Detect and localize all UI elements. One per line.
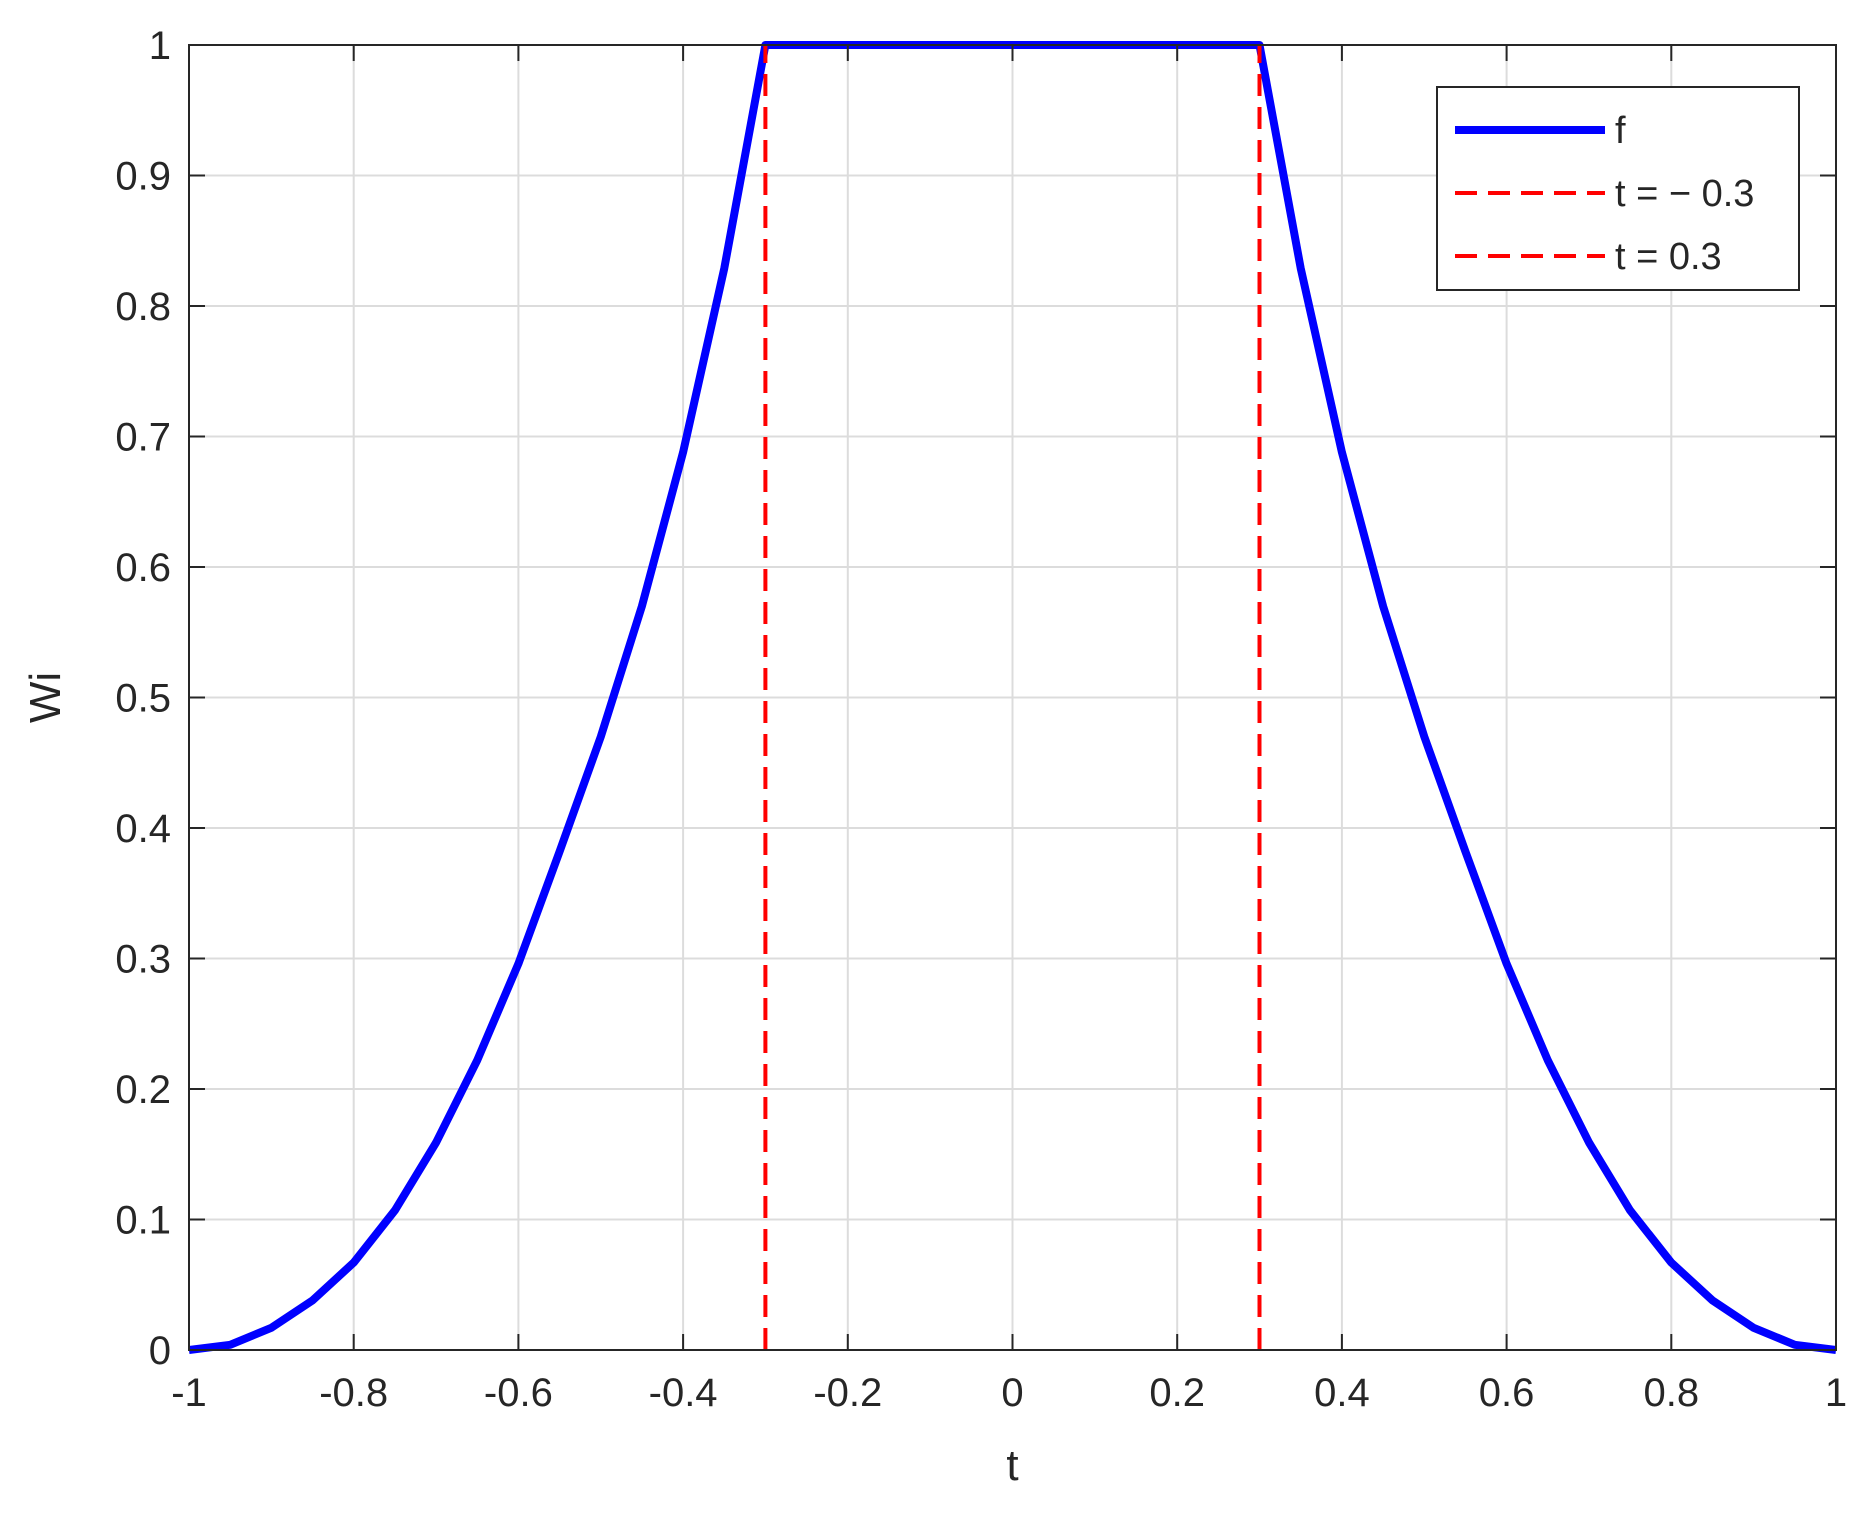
y-tick-label: 0 (149, 1329, 171, 1373)
y-tick-label: 0.2 (115, 1068, 171, 1112)
x-tick-label: 0.6 (1479, 1371, 1535, 1415)
x-tick-label: -0.8 (319, 1371, 388, 1415)
x-tick-label: -0.4 (649, 1371, 718, 1415)
y-tick-label: 0.1 (115, 1199, 171, 1243)
axis-ticks: -1 -0.8 -0.6 -0.4 -0.2 0 0.2 0.4 0.6 0.8 1 0 0.1 0.2 0… (115, 24, 1847, 1415)
x-tick-label: 0.4 (1314, 1371, 1370, 1415)
y-tick-label: 0.6 (115, 546, 171, 590)
x-tick-label: 0.8 (1643, 1371, 1699, 1415)
y-tick-label: 0.8 (115, 285, 171, 329)
y-tick-label: 1 (149, 24, 171, 68)
legend-label: f (1615, 110, 1626, 152)
x-tick-label: -1 (171, 1371, 207, 1415)
legend-label: t = 0.3 (1615, 236, 1722, 278)
y-tick-label: 0.7 (115, 416, 171, 460)
legend-label: t = − 0.3 (1615, 173, 1754, 215)
y-tick-label: 0.5 (115, 677, 171, 721)
x-tick-label: 0 (1001, 1371, 1023, 1415)
y-tick-label: 0.3 (115, 938, 171, 982)
x-tick-label: -0.6 (484, 1371, 553, 1415)
y-axis-label: Wi (21, 672, 70, 723)
y-tick-label: 0.9 (115, 155, 171, 199)
x-tick-label: -0.2 (813, 1371, 882, 1415)
x-tick-label: 0.2 (1149, 1371, 1205, 1415)
legend: f t = − 0.3 t = 0.3 (1436, 86, 1800, 291)
y-tick-label: 0.4 (115, 807, 171, 851)
x-tick-label: 1 (1825, 1371, 1847, 1415)
x-axis-label: t (1006, 1441, 1018, 1490)
